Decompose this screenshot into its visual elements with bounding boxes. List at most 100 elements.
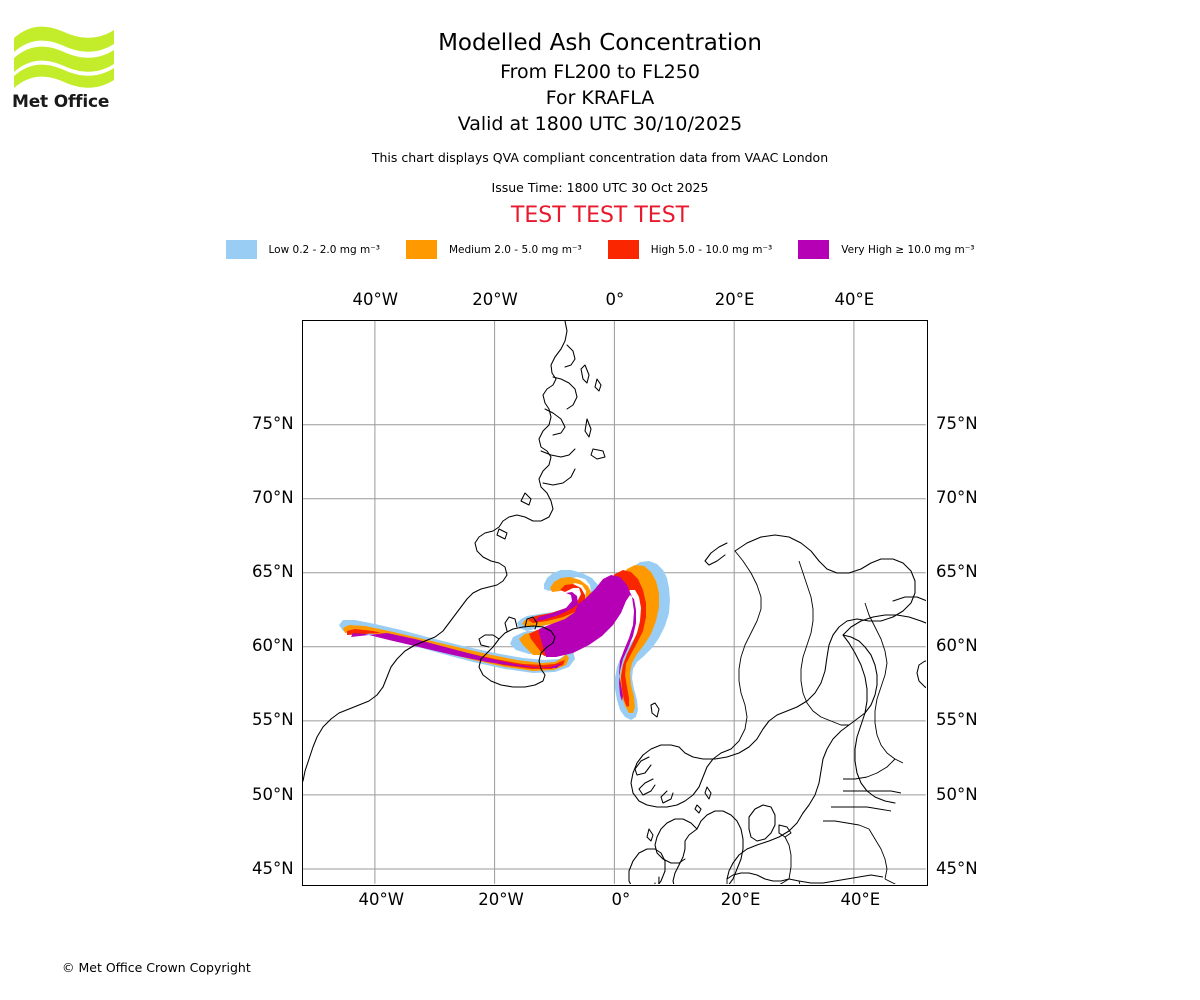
chart-title-block: Modelled Ash Concentration From FL200 to… [0,28,1200,229]
copyright-notice: © Met Office Crown Copyright [62,960,251,975]
border-baltic-states [843,758,896,780]
coastline-continental-europe [726,872,790,882]
legend-label-very-high: Very High ≥ 10.0 mg m⁻³ [841,243,975,256]
coastline-baltic-south [726,812,804,880]
iceland-fjords [478,634,500,648]
ash-plume [339,561,670,720]
x-tick-top-2: 0° [605,290,625,309]
legend-swatch-high [607,240,639,259]
legend-swatch-low [225,240,257,259]
y-tick-right-2: 65°N [936,562,978,582]
coastline-france-west [658,876,660,884]
x-tick-top-4: 40°E [834,290,875,309]
test-banner: TEST TEST TEST [510,203,690,228]
coastline-greenland [303,321,568,782]
title-valid: Valid at 1800 UTC 30/10/2025 [457,113,743,135]
legend-item-low: Low 0.2 - 2.0 mg m⁻³ [225,240,380,259]
coastline-greenland-inlet-4 [540,448,576,458]
concentration-legend: Low 0.2 - 2.0 mg m⁻³ Medium 2.0 - 5.0 mg… [0,240,1200,259]
coastline-norway-fjords-3 [660,790,674,804]
coastline-iceland [478,625,556,688]
coastline-greenland-inlet-1 [564,344,576,368]
border-sweden-finland [798,560,849,726]
coastline-shetland [704,786,712,800]
issue-time: Issue Time: 1800 UTC 30 Oct 2025 [491,180,709,195]
coastline-norway-fjords-1 [634,756,652,776]
coastline-greenland-inlet-5 [542,468,576,486]
coastline-ireland [628,848,666,884]
x-tick-bottom-4: 40°E [840,890,881,909]
y-tick-left-3: 60°N [252,636,294,656]
x-tick-top-0: 40°W [352,290,399,309]
x-tick-bottom-2: 0° [611,890,631,909]
met-office-logo: Met Office [12,22,122,112]
border-lithuania-poland [823,820,870,830]
met-office-waves-icon [14,26,114,88]
y-tick-left-1: 70°N [252,488,294,508]
coastline-greenland-inlet-2 [552,376,578,410]
title-volcano: For KRAFLA [545,87,655,109]
coastline-norway-west [630,744,732,808]
coastline-orkney [694,804,702,814]
y-tick-left-4: 55°N [252,710,294,730]
plume-contour-very-high [535,575,636,701]
coastline-great-britain [672,810,744,884]
coastline-denmark [748,804,776,842]
coastline-hebrides [646,828,654,842]
legend-item-high: High 5.0 - 10.0 mg m⁻³ [607,240,773,259]
border-latvia-lithuania [831,806,892,812]
legend-label-low: Low 0.2 - 2.0 mg m⁻³ [268,243,380,256]
y-tick-left-6: 45°N [252,858,294,878]
coastline-lofoten [704,542,728,566]
ash-concentration-map[interactable] [302,320,928,886]
map-coastlines [303,321,926,884]
coastline-greenland-inlet-3 [544,408,566,436]
greenland-island-6 [496,528,508,540]
coastline-finland-north [842,614,922,636]
country-borders [726,550,904,884]
coastline-scotland [654,818,698,864]
border-poland-east [868,828,888,880]
greenland-island-1 [580,364,590,384]
x-tick-bottom-3: 20°E [720,890,761,909]
y-tick-right-0: 75°N [936,414,978,434]
x-tick-bottom-0: 40°W [358,890,405,909]
y-tick-left-2: 65°N [252,562,294,582]
greenland-island-4 [590,448,606,460]
page-title: Modelled Ash Concentration [438,30,762,56]
border-estonia-latvia [843,790,902,794]
coastline-denmark-islands [778,824,792,838]
border-germany-south [779,878,790,884]
coastline-bothnia-east [842,634,896,804]
border-finland-russia [864,602,904,764]
x-tick-bottom-1: 20°W [478,890,524,909]
y-tick-right-1: 70°N [936,488,978,508]
border-poland-germany [784,836,792,880]
y-tick-right-4: 55°N [936,710,978,730]
coastline-norway-fjords-2 [638,778,656,796]
y-tick-right-5: 50°N [936,784,978,804]
greenland-island-2 [594,378,602,392]
x-tick-top-3: 20°E [714,290,755,309]
y-tick-right-6: 45°N [936,858,978,878]
x-tick-top-1: 20°W [472,290,518,309]
map-canvas [303,321,926,884]
legend-label-medium: Medium 2.0 - 5.0 mg m⁻³ [448,243,582,256]
logo-wordmark: Met Office [12,92,110,112]
source-note: This chart displays QVA compliant concen… [371,150,829,165]
y-tick-left-0: 75°N [252,414,294,434]
legend-label-high: High 5.0 - 10.0 mg m⁻³ [650,243,773,256]
plume-trunk-high [347,629,565,669]
coastline-sweden-baltic [802,634,878,814]
border-belarus-ukraine [884,878,897,884]
plume-trunk-very-high [351,633,561,668]
legend-item-very-high: Very High ≥ 10.0 mg m⁻³ [798,240,974,259]
border-poland-south [788,874,884,884]
y-tick-left-5: 50°N [252,784,294,804]
coastline-kola [892,596,926,602]
y-tick-right-3: 60°N [936,636,978,656]
title-levels: From FL200 to FL250 [500,61,700,83]
greenland-island-3 [584,418,592,438]
greenland-island-5 [520,492,532,506]
legend-swatch-very-high [798,240,830,259]
